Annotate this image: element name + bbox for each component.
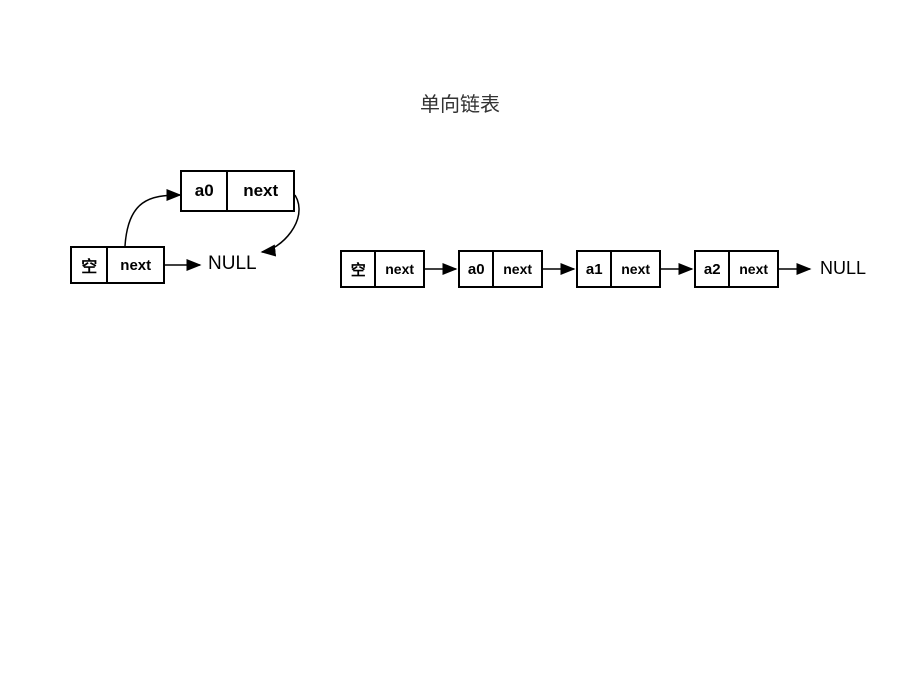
right-node-0: 空next [340, 250, 425, 288]
right-node-3: a2next [694, 250, 779, 288]
left-head-node: 空next [70, 246, 165, 284]
right-node-0-next: next [376, 252, 423, 286]
right-node-2-next: next [612, 252, 659, 286]
left-a0-node-data: a0 [182, 172, 226, 210]
right-node-1-data: a0 [460, 252, 492, 286]
left-null-label: NULL [208, 253, 257, 275]
left-head-node-next: next [108, 248, 163, 282]
left-a0-node-next: next [228, 172, 293, 210]
left-a0-node: a0next [180, 170, 295, 212]
right-node-2: a1next [576, 250, 661, 288]
left-head-node-data: 空 [72, 248, 106, 282]
right-node-1: a0next [458, 250, 543, 288]
right-null-label: NULL [820, 258, 866, 279]
right-node-3-data: a2 [696, 252, 728, 286]
right-node-1-next: next [494, 252, 541, 286]
diagram-svg [0, 0, 920, 690]
right-node-0-data: 空 [342, 252, 374, 286]
right-node-3-next: next [730, 252, 777, 286]
right-node-2-data: a1 [578, 252, 610, 286]
